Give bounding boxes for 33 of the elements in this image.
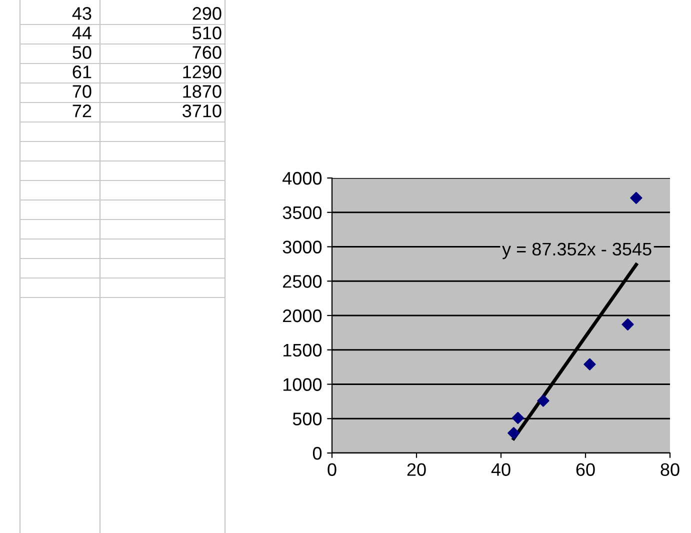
- point: [622, 318, 634, 331]
- text: 3710: [182, 104, 222, 118]
- text: 510: [192, 26, 222, 40]
- x-tick-label: 40: [491, 463, 510, 476]
- text: 72: [72, 104, 92, 118]
- text: 61: [72, 66, 92, 78]
- point: [512, 412, 524, 424]
- text: 1870: [183, 85, 222, 98]
- text: 44: [72, 26, 92, 40]
- x-tick-label: 20: [407, 463, 426, 476]
- text: 50: [72, 46, 92, 59]
- text: 70: [72, 85, 92, 98]
- y-tick-label: 2000: [283, 309, 322, 322]
- y-tick-label: 1000: [283, 378, 322, 391]
- y-tick-label: 3000: [282, 240, 322, 254]
- x-tick-label: 80: [660, 463, 680, 476]
- point: [537, 394, 550, 407]
- y-tick-label: 500: [292, 412, 322, 426]
- text: 43: [72, 7, 92, 20]
- annotation: y = 87.352x - 3545: [502, 242, 652, 260]
- y-tick-label: 2500: [283, 275, 322, 288]
- text: 1290: [183, 66, 222, 78]
- y-tick-label: 0: [312, 446, 322, 460]
- point: [584, 358, 596, 370]
- text: 760: [192, 46, 222, 59]
- y-tick-label: 3500: [282, 206, 322, 220]
- x-tick-label: 0: [328, 463, 336, 476]
- y-tick-label: 1500: [283, 344, 322, 357]
- y-tick-label: 4000: [282, 172, 322, 185]
- point: [508, 426, 520, 440]
- x-tick-label: 60: [576, 463, 595, 476]
- text: 290: [192, 7, 222, 20]
- point: [630, 192, 642, 204]
